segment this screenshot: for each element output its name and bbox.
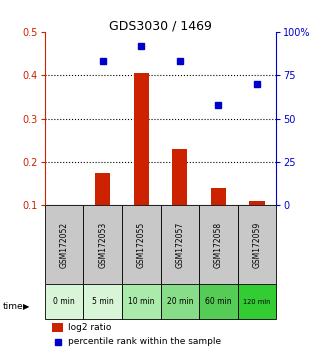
Bar [199, 284, 238, 319]
Text: 10 min: 10 min [128, 297, 154, 306]
Text: 120 min: 120 min [243, 298, 271, 304]
Bar [83, 284, 122, 319]
Text: GSM172057: GSM172057 [175, 222, 184, 268]
Text: ▶: ▶ [22, 302, 29, 311]
Bar [238, 284, 276, 319]
Text: GSM172052: GSM172052 [60, 222, 69, 268]
Bar [45, 205, 83, 284]
Text: log2 ratio: log2 ratio [68, 323, 111, 332]
Text: 5 min: 5 min [92, 297, 114, 306]
Text: GSM172059: GSM172059 [252, 222, 261, 268]
Text: 20 min: 20 min [167, 297, 193, 306]
Text: GSM172053: GSM172053 [98, 222, 107, 268]
Text: 60 min: 60 min [205, 297, 231, 306]
Bar [172, 149, 187, 205]
Bar [160, 284, 199, 319]
Bar [45, 284, 83, 319]
Bar [95, 173, 110, 205]
Bar [249, 201, 265, 205]
Text: 0 min: 0 min [53, 297, 75, 306]
Bar [211, 188, 226, 205]
Bar [134, 73, 149, 205]
Bar [122, 205, 160, 284]
Text: GSM172055: GSM172055 [137, 222, 146, 268]
Bar [199, 205, 238, 284]
Bar [83, 205, 122, 284]
Bar [238, 205, 276, 284]
Bar [122, 284, 160, 319]
Text: time: time [3, 302, 24, 311]
Text: percentile rank within the sample: percentile rank within the sample [68, 337, 221, 346]
Bar [160, 205, 199, 284]
Bar [52, 323, 64, 332]
Text: GSM172058: GSM172058 [214, 222, 223, 268]
Text: GDS3030 / 1469: GDS3030 / 1469 [109, 19, 212, 33]
